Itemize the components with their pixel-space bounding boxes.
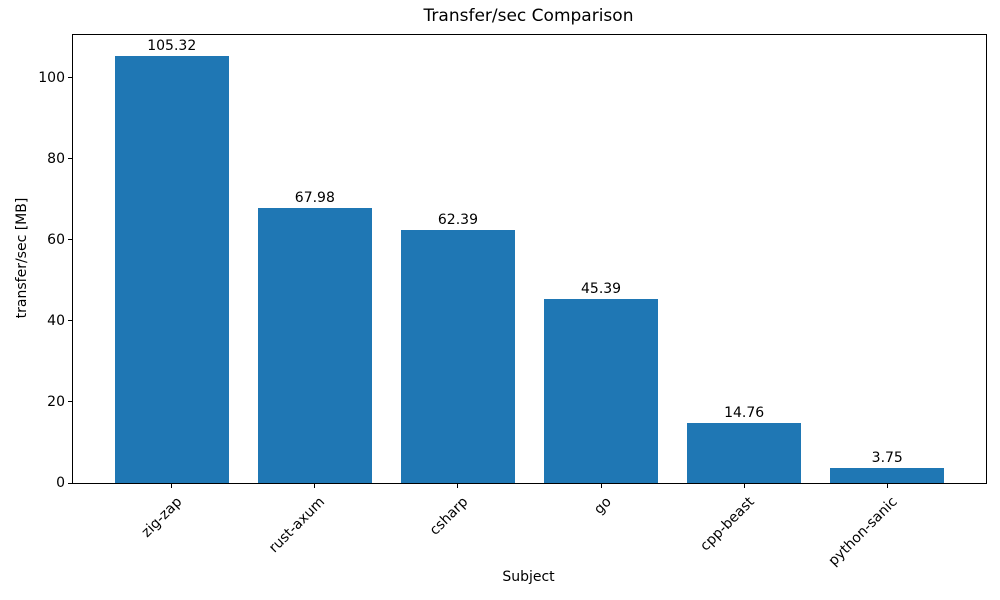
bar	[543, 299, 659, 483]
bar	[686, 423, 802, 483]
y-tick-label: 100	[38, 69, 65, 86]
y-tick-mark	[68, 239, 72, 241]
x-tick-label: go	[590, 494, 615, 518]
x-tick-mark	[314, 484, 316, 488]
y-tick-mark	[68, 158, 72, 160]
plot-area: 0 20 40 60 80 100 105.32 zig-zap 67.98 rust-axum 6…	[38, 34, 987, 569]
x-tick-mark	[886, 484, 888, 488]
x-tick-label: python-sanic	[825, 494, 901, 570]
bar	[830, 467, 945, 483]
y-tick-mark	[68, 320, 72, 322]
y-tick-label: 80	[47, 150, 65, 167]
bar	[400, 230, 516, 483]
y-tick-mark	[68, 401, 72, 403]
x-tick-label: csharp	[426, 494, 472, 539]
bar-value-label: 45.39	[581, 281, 622, 298]
x-tick-mark	[600, 484, 602, 488]
bar-value-label: 14.76	[724, 405, 765, 422]
x-tick-mark	[743, 484, 745, 488]
y-axis-label: transfer/sec [MB]	[14, 197, 30, 319]
x-tick-label: rust-axum	[266, 494, 329, 557]
bar	[257, 207, 373, 483]
bar-value-label: 3.75	[871, 449, 903, 466]
bar-value-label: 105.32	[147, 38, 197, 55]
x-axis-label: Subject	[502, 569, 555, 585]
y-tick-label: 40	[47, 312, 65, 329]
bar-value-label: 67.98	[294, 189, 335, 206]
y-tick-label: 0	[56, 475, 65, 491]
y-tick-label: 60	[47, 231, 65, 248]
bar-value-label: 62.39	[437, 212, 478, 229]
x-tick-mark	[171, 484, 173, 488]
y-tick-mark	[68, 77, 72, 79]
y-tick-mark	[68, 482, 72, 484]
chart-title: Transfer/sec Comparison	[423, 6, 634, 26]
bar	[114, 56, 229, 483]
x-tick-label: cpp-beast	[697, 494, 758, 555]
x-tick-label: zig-zap	[138, 494, 186, 541]
y-tick-label: 20	[47, 393, 65, 410]
x-tick-mark	[457, 484, 459, 488]
